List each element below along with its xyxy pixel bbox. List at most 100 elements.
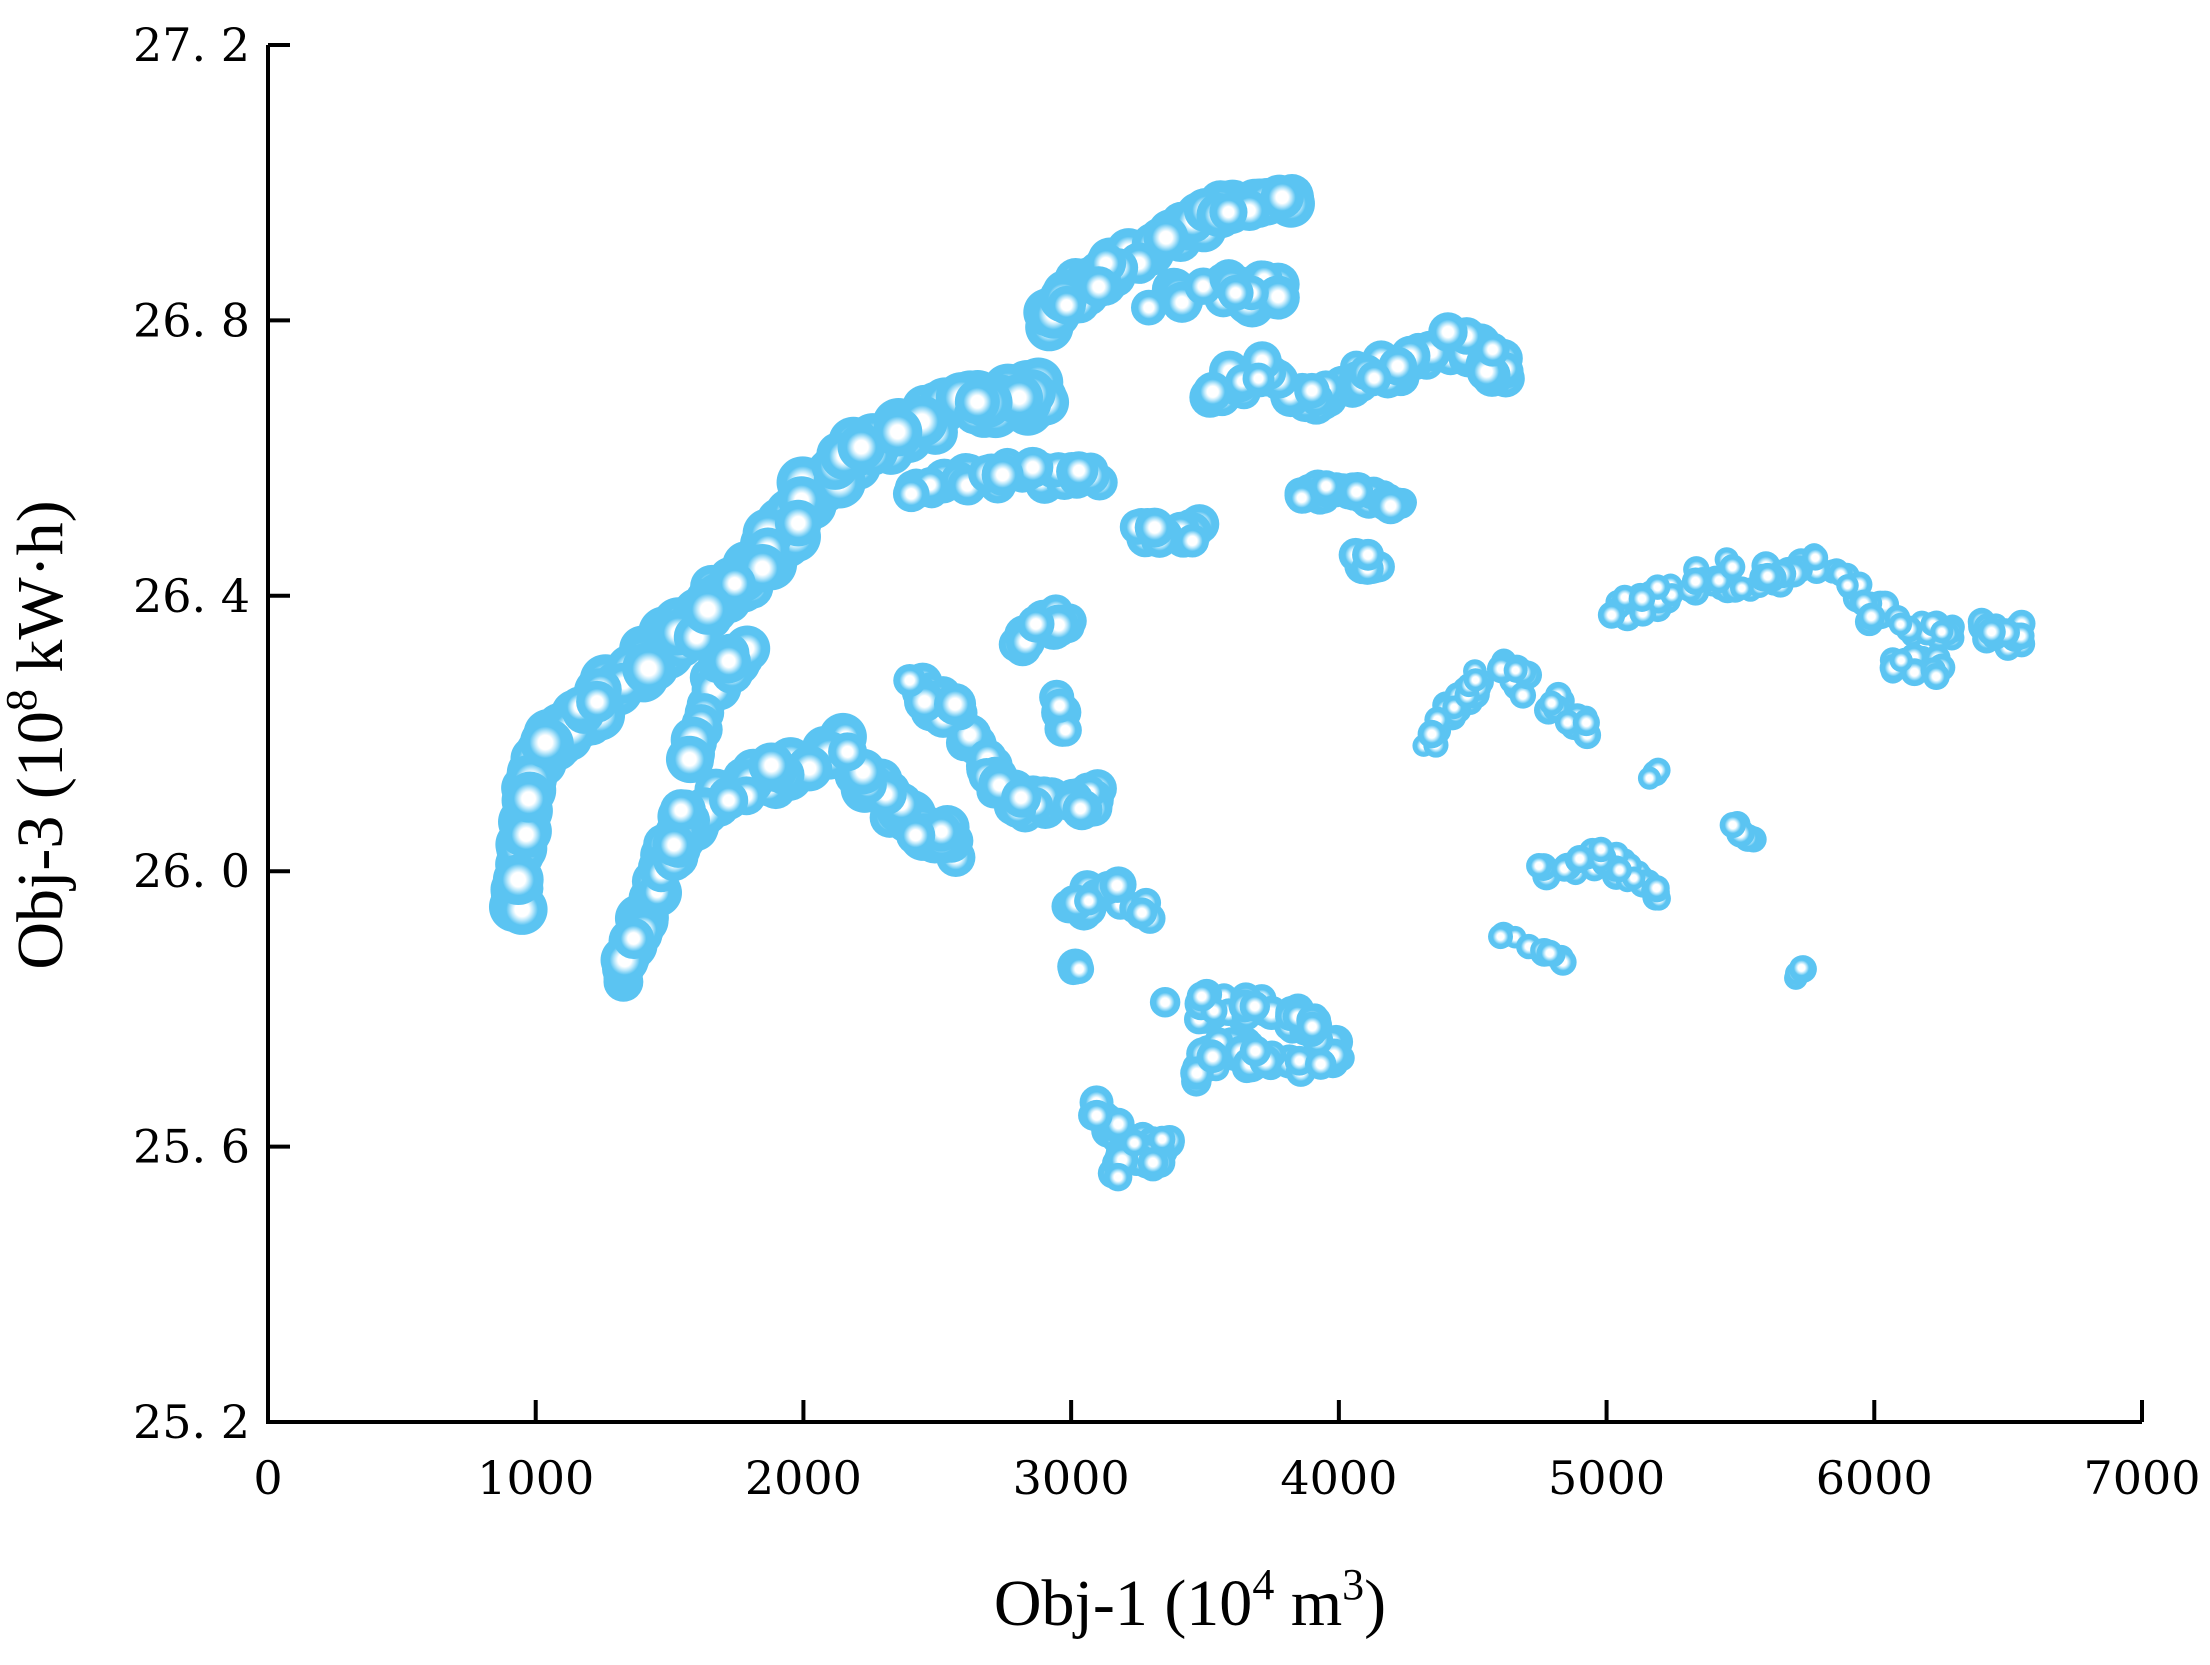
scatter-point bbox=[1310, 470, 1343, 503]
scatter-point bbox=[1417, 719, 1447, 749]
scatter-point bbox=[1607, 857, 1632, 883]
scatter-point bbox=[933, 683, 977, 726]
scatter-point bbox=[1628, 585, 1656, 612]
x-tick-label: 2000 bbox=[745, 1451, 862, 1505]
scatter-point bbox=[1352, 538, 1385, 571]
scatter-point bbox=[1186, 981, 1217, 1012]
scatter-point bbox=[1260, 175, 1304, 220]
scatter-point bbox=[774, 499, 822, 547]
scatter-point bbox=[1339, 474, 1374, 509]
scatter-point bbox=[665, 735, 714, 783]
scatter-point bbox=[1042, 688, 1077, 723]
scatter-point bbox=[1836, 574, 1859, 597]
x-tick-label: 3000 bbox=[1013, 1451, 1130, 1505]
scatter-point bbox=[709, 780, 749, 821]
y-tick-label: 25. 2 bbox=[133, 1395, 250, 1449]
scatter-point bbox=[1372, 487, 1409, 525]
y-tick-label: 26. 0 bbox=[133, 844, 250, 898]
scatter-point bbox=[1922, 663, 1950, 691]
scatter-point bbox=[1305, 1048, 1337, 1080]
scatter-point bbox=[492, 854, 544, 906]
scatter-point bbox=[1643, 874, 1670, 902]
scatter-point bbox=[1719, 811, 1746, 839]
scatter-point bbox=[1134, 507, 1175, 548]
scatter-point bbox=[1175, 524, 1210, 558]
scatter-point bbox=[1120, 1129, 1148, 1157]
scatter-point bbox=[519, 717, 571, 768]
scatter-point bbox=[1539, 690, 1564, 716]
scatter-point bbox=[1017, 605, 1055, 643]
x-tick-label: 0 bbox=[253, 1451, 282, 1505]
scatter-point bbox=[1062, 790, 1099, 827]
scatter-point bbox=[613, 917, 655, 960]
x-axis-title: Obj-1 (104 m3) bbox=[994, 1560, 1386, 1640]
scatter-point bbox=[1239, 991, 1271, 1022]
scatter-point bbox=[1428, 312, 1468, 352]
scatter-point bbox=[954, 379, 1000, 425]
scatter-point bbox=[1209, 192, 1248, 232]
scatter-point bbox=[1103, 1162, 1133, 1192]
scatter-point bbox=[1719, 554, 1746, 580]
scatter-point bbox=[1729, 576, 1754, 601]
scatter-point bbox=[1294, 372, 1330, 409]
x-tick-label: 5000 bbox=[1548, 1451, 1665, 1505]
scatter-point bbox=[1930, 620, 1954, 644]
scatter-point bbox=[1143, 215, 1189, 261]
scatter-point bbox=[1503, 658, 1528, 683]
y-tick-label: 26. 4 bbox=[133, 569, 250, 623]
scatter-point bbox=[1857, 602, 1886, 631]
x-tick-label: 7000 bbox=[2083, 1451, 2200, 1505]
scatter-point bbox=[706, 638, 751, 684]
scatter-point bbox=[1137, 1147, 1169, 1178]
scatter-point bbox=[1064, 954, 1095, 984]
scatter-point bbox=[1463, 668, 1488, 692]
scatter-point bbox=[1789, 955, 1814, 981]
scatter-point bbox=[1802, 544, 1829, 571]
scatter-point bbox=[1217, 274, 1254, 311]
scatter-point bbox=[1239, 1035, 1272, 1067]
scatter-point bbox=[1754, 562, 1781, 590]
scatter-point bbox=[502, 810, 550, 859]
scatter-point bbox=[1130, 289, 1167, 326]
scatter-point bbox=[892, 475, 930, 513]
scatter-point bbox=[1681, 567, 1710, 595]
scatter-point bbox=[652, 823, 696, 867]
x-axis-ticks: 0 1000 2000 3000 4000 5000 6000 7000 bbox=[253, 1400, 2201, 1505]
scatter-point bbox=[895, 815, 936, 855]
scatter-point bbox=[1357, 361, 1392, 396]
x-tick-label: 6000 bbox=[1816, 1451, 1933, 1505]
scatter-point bbox=[1074, 886, 1104, 916]
scatter-point bbox=[504, 774, 553, 823]
scatter-point bbox=[1192, 371, 1233, 412]
y-axis-ticks: 25. 2 25. 6 26. 0 26. 4 26. 8 27. 2 bbox=[133, 18, 290, 1449]
scatter-point bbox=[1059, 451, 1099, 491]
scatter-point bbox=[981, 453, 1024, 496]
scatter-point bbox=[659, 789, 703, 832]
scatter-point bbox=[576, 680, 618, 723]
scatter-point bbox=[1597, 601, 1626, 629]
y-tick-label: 27. 2 bbox=[133, 18, 250, 72]
scatter-point bbox=[1889, 648, 1913, 673]
scatter-point bbox=[893, 663, 927, 697]
scatter-point bbox=[1149, 986, 1181, 1018]
scatter-point bbox=[1475, 332, 1510, 367]
scatter-point bbox=[872, 407, 923, 457]
scatter-point bbox=[1637, 766, 1661, 790]
scatter-point bbox=[1888, 612, 1913, 636]
scatter-point bbox=[1148, 1125, 1176, 1153]
scatter-point bbox=[1588, 836, 1614, 863]
scatter-point bbox=[1488, 924, 1513, 950]
scatter-point bbox=[1047, 285, 1086, 325]
scatter-point bbox=[1572, 709, 1600, 737]
scatter-point bbox=[828, 732, 868, 772]
scatter-point bbox=[1078, 266, 1120, 308]
scatter-point bbox=[748, 742, 795, 789]
scatter-point bbox=[1297, 1011, 1328, 1042]
scatter-point bbox=[1099, 868, 1135, 903]
scatter-point bbox=[682, 584, 734, 635]
scatter-point bbox=[622, 642, 676, 695]
scatter-point bbox=[1196, 1040, 1230, 1074]
scatter-points bbox=[488, 174, 2036, 1192]
x-tick-label: 1000 bbox=[477, 1451, 594, 1505]
